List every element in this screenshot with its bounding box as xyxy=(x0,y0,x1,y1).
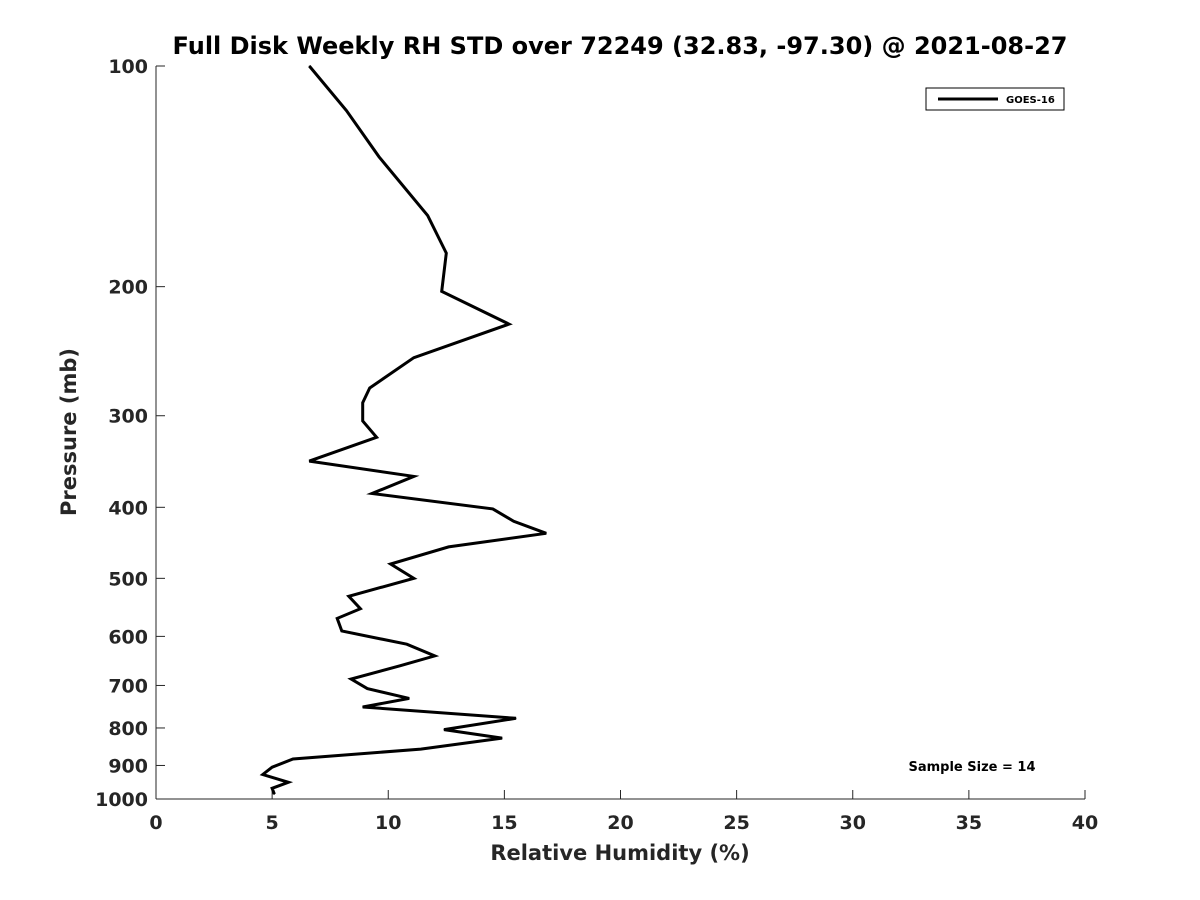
x-tick-label: 40 xyxy=(1072,812,1098,834)
x-axis: 0 5 10 15 20 25 30 35 40 xyxy=(149,790,1098,834)
y-axis-label: Pressure (mb) xyxy=(57,348,81,516)
y-tick-label: 1000 xyxy=(95,789,148,811)
x-tick-label: 5 xyxy=(266,812,279,834)
y-tick-label: 900 xyxy=(108,755,148,777)
data-point xyxy=(443,729,445,731)
y-axis: 100 200 300 400 500 600 700 800 900 1000 xyxy=(95,56,165,811)
data-point xyxy=(262,774,264,775)
data-point xyxy=(362,402,364,404)
y-tick-label: 800 xyxy=(108,718,148,740)
y-tick-label: 100 xyxy=(108,56,148,78)
data-point xyxy=(420,748,422,750)
data-point xyxy=(348,595,350,597)
x-tick-label: 15 xyxy=(491,812,517,834)
data-point xyxy=(336,617,338,619)
data-point xyxy=(399,665,401,667)
data-point xyxy=(390,563,392,565)
data-point xyxy=(345,110,347,111)
data-point xyxy=(434,655,436,657)
data-point xyxy=(371,493,373,494)
y-tick-label: 300 xyxy=(108,406,148,428)
data-point xyxy=(366,688,368,690)
x-tick-label: 30 xyxy=(840,812,866,834)
data-point xyxy=(427,215,429,217)
x-tick-label: 10 xyxy=(375,812,401,834)
chart-title: Full Disk Weekly RH STD over 72249 (32.8… xyxy=(173,32,1068,60)
x-tick-label: 20 xyxy=(607,812,633,834)
data-point xyxy=(362,706,364,708)
data-point xyxy=(359,608,361,610)
data-point xyxy=(413,577,415,579)
data-point xyxy=(308,460,310,462)
x-tick-label: 25 xyxy=(723,812,749,834)
series-layer xyxy=(259,65,547,795)
legend: GOES-16 xyxy=(925,87,1065,111)
data-point xyxy=(292,758,294,760)
data-point xyxy=(341,630,343,632)
data-point xyxy=(441,290,443,292)
data-point xyxy=(376,436,378,438)
data-point xyxy=(271,787,273,789)
data-point xyxy=(508,323,510,325)
data-point xyxy=(513,520,515,522)
x-axis-label: Relative Humidity (%) xyxy=(490,841,749,865)
data-point xyxy=(362,420,364,422)
data-point xyxy=(501,737,503,739)
data-point xyxy=(287,781,289,783)
x-tick-label: 35 xyxy=(956,812,982,834)
data-point xyxy=(273,793,275,795)
data-point xyxy=(448,546,450,548)
data-point xyxy=(406,643,408,645)
data-point xyxy=(378,156,380,158)
plot-area xyxy=(155,66,1085,800)
data-point xyxy=(413,475,415,477)
data-point xyxy=(308,65,310,67)
data-point xyxy=(545,532,547,534)
data-point xyxy=(515,717,517,719)
data-point xyxy=(350,678,352,680)
data-point xyxy=(445,252,447,254)
data-point xyxy=(271,766,273,768)
legend-label-goes-16: GOES-16 xyxy=(1006,95,1055,106)
x-tick-label: 0 xyxy=(149,812,162,834)
data-point xyxy=(369,387,371,389)
data-point xyxy=(413,357,415,359)
series-line-goes-16 xyxy=(259,65,547,795)
y-tick-label: 700 xyxy=(108,675,148,697)
y-tick-label: 400 xyxy=(108,497,148,519)
y-tick-label: 600 xyxy=(108,626,148,648)
data-point xyxy=(408,697,410,699)
sample-size-annotation: Sample Size = 14 xyxy=(908,760,1035,775)
y-tick-label: 200 xyxy=(108,277,148,299)
data-point xyxy=(492,508,494,510)
y-tick-label: 500 xyxy=(108,568,148,590)
